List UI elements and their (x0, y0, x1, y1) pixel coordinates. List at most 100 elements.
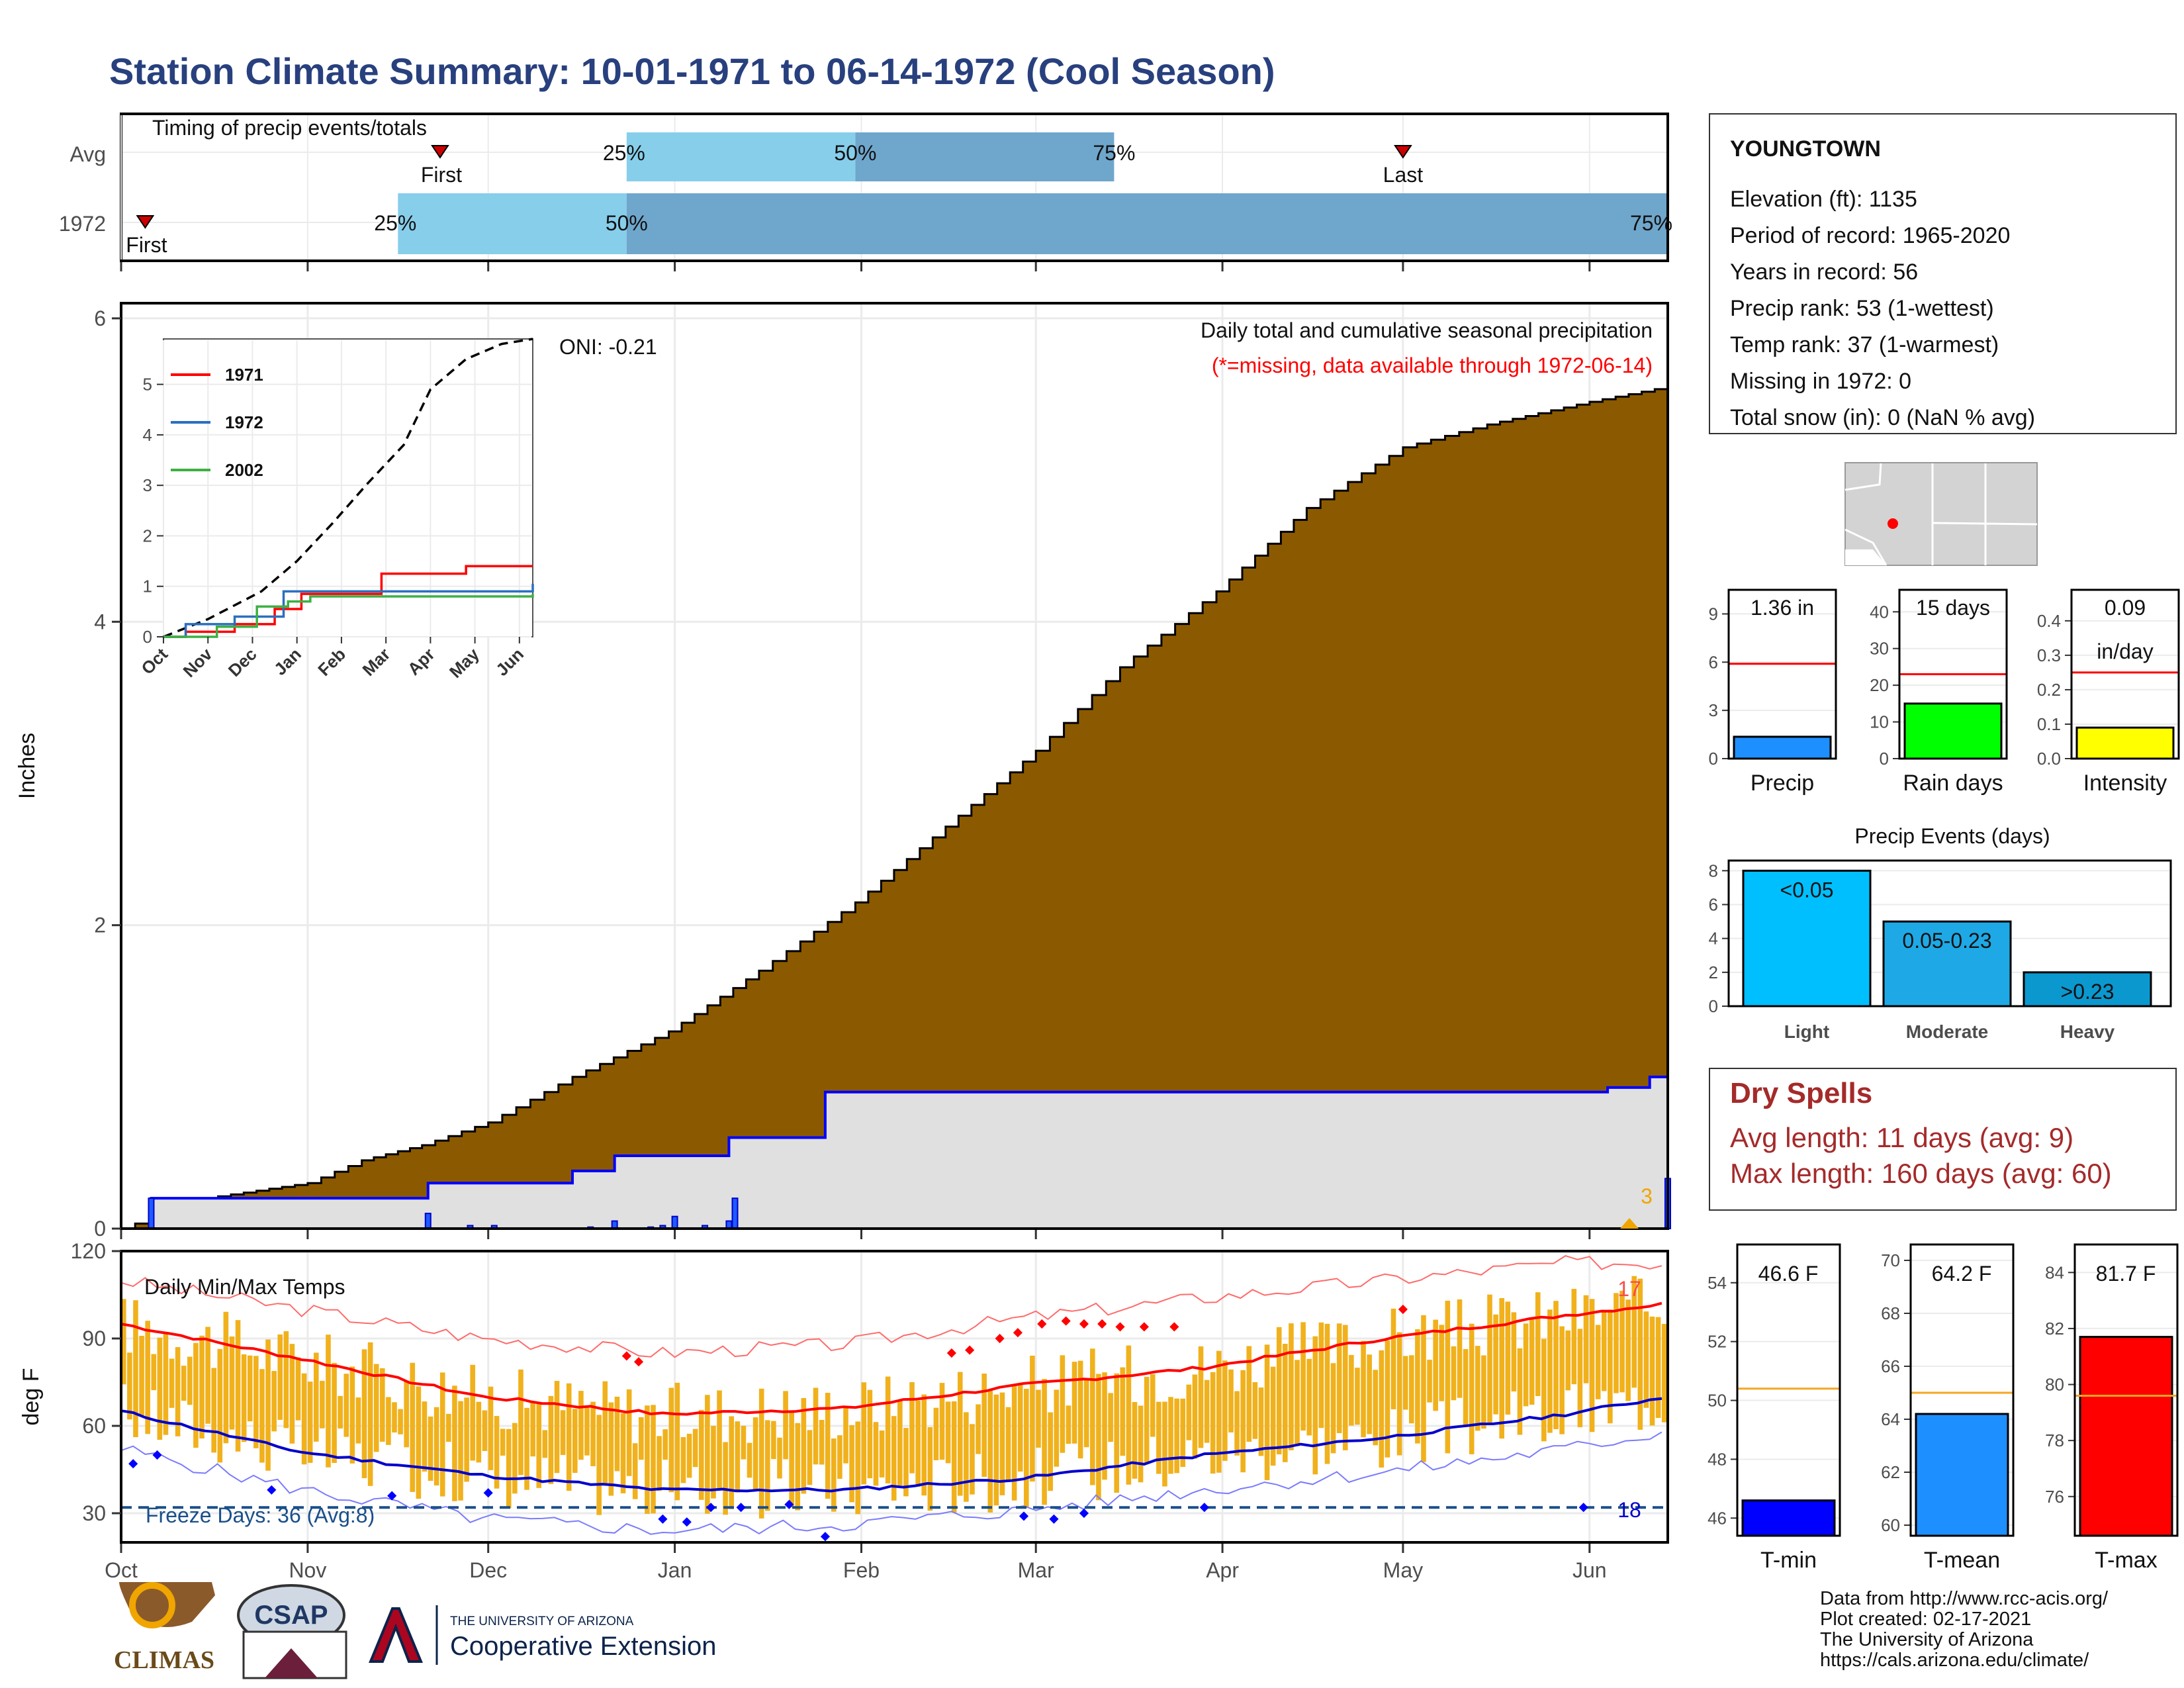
daily-temp-bar (873, 1422, 879, 1486)
daily-temp-bar (645, 1405, 650, 1514)
daily-temp-bar (422, 1401, 428, 1472)
record-high-marker (1169, 1322, 1179, 1332)
daily-temp-bar (741, 1425, 747, 1460)
daily-temp-bar (373, 1364, 379, 1452)
daily-temp-bar (1324, 1323, 1330, 1464)
daily-temp-bar (680, 1436, 686, 1483)
avg-tmin-line (120, 1397, 1662, 1493)
record-high-marker (1061, 1316, 1071, 1326)
temp-total-frame (1736, 1243, 1841, 1537)
daily-temp-bar (295, 1357, 301, 1421)
temp-total-y-tick-label: 62 (1881, 1462, 1900, 1482)
daily-temp-bar (289, 1344, 295, 1444)
map-state-border (1844, 463, 1882, 491)
daily-temp-bar (1469, 1323, 1475, 1454)
observed-precip-area (121, 1022, 1668, 1229)
temp-total-y-tick-label: 82 (2045, 1319, 2064, 1338)
daily-temp-bar (1011, 1385, 1017, 1501)
timing-band-second-half (626, 193, 1666, 254)
daily-temp-bar (1481, 1355, 1486, 1429)
temp-total-y-tick-label: 84 (2045, 1262, 2064, 1282)
daily-temp-bar (729, 1416, 735, 1509)
precip-total-y-tick-label: 3 (1709, 700, 1718, 720)
daily-temp-bar (536, 1403, 542, 1488)
temps-x-axis: Oct Nov Dec Jan Feb Mar Apr May Jun (105, 1544, 1607, 1582)
daily-temp-bar (1565, 1330, 1571, 1391)
daily-temp-bar (657, 1436, 662, 1491)
timing-pct-label: 25% (374, 211, 416, 235)
daily-temp-bar (229, 1336, 235, 1430)
daily-temp-bar (512, 1423, 518, 1494)
daily-temp-bar (470, 1364, 476, 1461)
daily-temp-bar (1559, 1326, 1565, 1434)
precip-subtitle: (*=missing, data available through 1972-… (1212, 353, 1653, 377)
daily-temp-bar (241, 1354, 247, 1442)
daily-temp-bar (572, 1409, 578, 1474)
precip-total-y-tick-label: 30 (1870, 639, 1889, 659)
daily-temp-bar (169, 1358, 175, 1408)
daily-temp-bar (410, 1362, 416, 1492)
daily-temp-bar (560, 1410, 566, 1455)
ua-logo: THE UNIVERSITY OF ARIZONA Cooperative Ex… (363, 1605, 716, 1665)
daily-temp-bar (476, 1401, 482, 1463)
temp-total-bar (1741, 1499, 1836, 1537)
daily-temp-bar (1180, 1398, 1186, 1467)
daily-temp-bar (1457, 1299, 1463, 1398)
precip-total-value-unit: in/day (2097, 639, 2153, 663)
daily-temp-bar (777, 1437, 782, 1479)
daily-precip-bar (731, 1197, 739, 1230)
daily-temp-bar (163, 1332, 169, 1435)
daily-temp-bar (1216, 1350, 1222, 1473)
daily-temp-bar (1408, 1355, 1414, 1424)
daily-temp-bar (867, 1389, 873, 1479)
footer: Data from http://www.rcc-acis.org/ Plot … (1820, 1588, 2109, 1671)
temp-total-value: 81.7 F (2096, 1262, 2156, 1286)
precip-total-y-tick-label: 0.3 (2037, 645, 2061, 665)
timing-band-second-half (855, 132, 1115, 181)
daily-temp-bar (879, 1430, 885, 1477)
daily-temp-bar (139, 1335, 144, 1416)
inset-y-tick-label: 1 (143, 577, 152, 596)
csap-logo: CSAP (237, 1584, 347, 1679)
daily-temp-bar (1637, 1278, 1643, 1430)
daily-temp-bar (1649, 1316, 1655, 1426)
precip-events-y-tick-label: 2 (1709, 962, 1718, 982)
daily-temp-bar (764, 1420, 770, 1511)
daily-temp-bar (313, 1352, 319, 1442)
temp-total-value: 46.6 F (1758, 1262, 1819, 1286)
precip-events-title: Precip Events (days) (1854, 824, 2050, 848)
daily-temp-bar (897, 1401, 903, 1485)
daily-temp-bar (915, 1400, 921, 1487)
daily-temp-bar (494, 1416, 500, 1489)
daily-temp-bar (692, 1429, 698, 1468)
daily-temp-bar (837, 1435, 842, 1479)
daily-temp-bar (1463, 1349, 1469, 1427)
daily-temp-bar (1336, 1323, 1342, 1434)
timing-bars: 25% 50% 75% First Last 25% 50% 75% First (126, 132, 1672, 257)
daily-temp-bar (1547, 1309, 1553, 1433)
temp-total-bar (2079, 1336, 2173, 1537)
precip-total-y-tick-label: 9 (1709, 604, 1718, 624)
temp-total-y-tick-label: 80 (2045, 1375, 2064, 1395)
daily-temp-bar (1318, 1322, 1324, 1429)
daily-temp-bar (1295, 1360, 1300, 1446)
precip-y-tick-label: 2 (94, 914, 106, 937)
daily-temp-bar (1240, 1370, 1246, 1473)
daily-temp-bar (686, 1433, 692, 1478)
daily-temp-bar (398, 1409, 403, 1434)
daily-temp-bar (825, 1393, 831, 1499)
daily-temp-bar (1156, 1401, 1161, 1474)
dry-spells-box: Dry Spells Avg length: 11 days (avg: 9) … (1709, 1068, 2177, 1211)
daily-temp-bar (1505, 1301, 1511, 1415)
daily-temp-bar (921, 1394, 927, 1496)
temps-x-tick-label: Apr (1206, 1558, 1239, 1582)
inset-y-tick-label: 5 (143, 375, 152, 395)
daily-temp-bar (1071, 1362, 1077, 1444)
station-info-box: YOUNGTOWN Elevation (ft): 1135 Period of… (1709, 113, 2177, 434)
daily-temp-bar (416, 1386, 422, 1499)
temp-total-frame (1909, 1243, 2015, 1537)
daily-temp-bar (1451, 1346, 1457, 1401)
freeze-days-label: Freeze Days: 36 (Avg:8) (146, 1503, 375, 1527)
daily-temp-bar (993, 1394, 999, 1506)
daily-temp-bar (735, 1421, 741, 1493)
